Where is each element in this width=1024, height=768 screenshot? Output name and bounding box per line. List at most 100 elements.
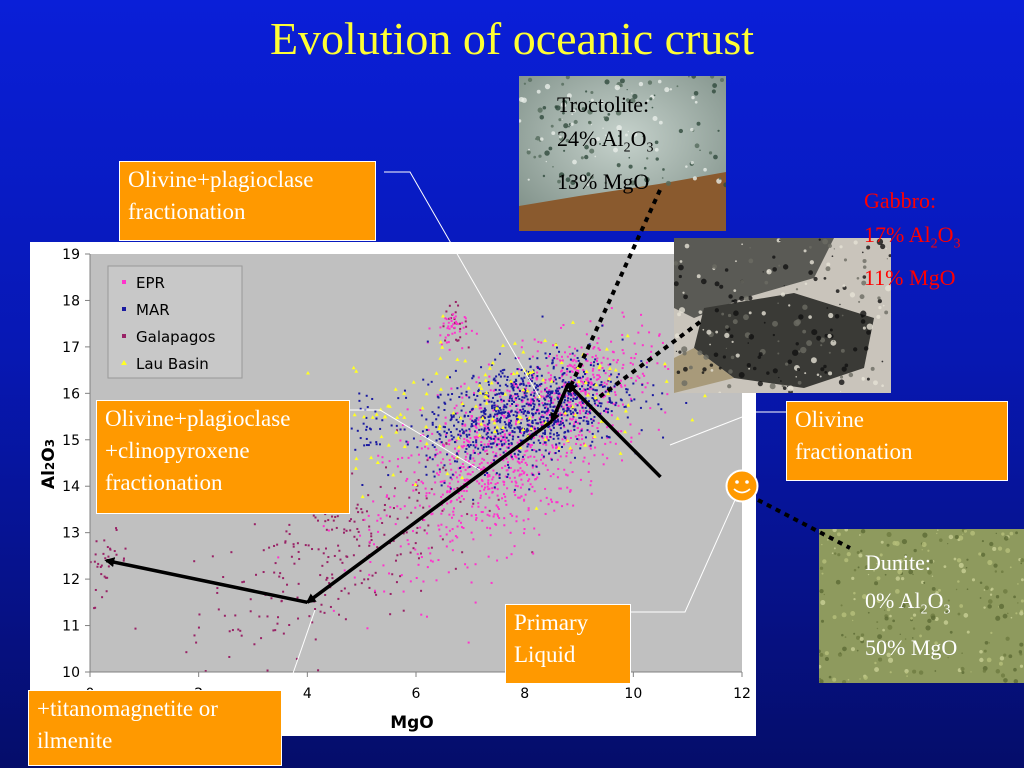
data-point — [496, 417, 499, 420]
data-point — [498, 388, 501, 391]
data-point — [542, 404, 545, 407]
data-point — [558, 359, 561, 362]
data-point — [372, 500, 375, 503]
data-point — [101, 596, 104, 599]
data-point — [456, 487, 459, 490]
data-point — [358, 544, 361, 547]
data-point — [505, 556, 508, 559]
data-point — [369, 561, 372, 564]
data-point — [507, 461, 510, 464]
data-point — [365, 394, 368, 397]
data-point — [526, 401, 529, 404]
data-point — [524, 372, 527, 375]
data-point — [445, 545, 448, 548]
data-point — [195, 641, 198, 644]
data-point — [513, 476, 516, 479]
data-point — [632, 382, 635, 385]
data-point — [480, 366, 483, 369]
data-point — [94, 553, 97, 556]
data-point — [482, 392, 485, 395]
data-point — [522, 440, 525, 443]
data-point — [447, 393, 450, 396]
data-point — [480, 511, 483, 514]
data-point — [622, 352, 625, 355]
data-point — [439, 434, 442, 437]
data-point — [661, 392, 664, 395]
data-point — [467, 346, 470, 349]
data-point — [563, 435, 566, 438]
data-point — [485, 445, 488, 448]
data-point — [537, 409, 540, 412]
data-point — [526, 410, 529, 413]
data-point — [288, 533, 291, 536]
data-point — [508, 390, 511, 393]
data-point — [582, 389, 585, 392]
data-point — [514, 480, 517, 483]
data-point — [264, 593, 267, 596]
data-point — [598, 402, 601, 405]
data-point — [502, 399, 505, 402]
data-point — [445, 341, 448, 344]
data-point — [458, 396, 461, 399]
data-point — [590, 404, 593, 407]
data-point — [410, 511, 413, 514]
data-point — [439, 393, 442, 396]
data-point — [469, 410, 472, 413]
data-point — [105, 590, 108, 593]
data-point — [272, 629, 275, 632]
data-point — [491, 487, 494, 490]
data-point — [475, 444, 478, 447]
data-point — [591, 424, 594, 427]
data-point — [545, 443, 548, 446]
data-point — [480, 415, 485, 420]
data-point — [440, 503, 443, 506]
data-point — [562, 406, 565, 409]
data-point — [389, 506, 392, 509]
legend-marker — [121, 360, 127, 365]
data-point — [567, 408, 570, 411]
data-point — [442, 458, 445, 461]
data-point — [634, 379, 637, 382]
data-point — [516, 460, 519, 463]
data-point — [546, 417, 549, 420]
data-point — [442, 322, 445, 325]
data-point — [451, 528, 454, 531]
data-point — [574, 394, 577, 397]
data-point — [640, 360, 643, 363]
data-point — [571, 471, 574, 474]
data-point — [511, 403, 514, 406]
data-point — [564, 435, 567, 438]
data-point — [556, 357, 559, 360]
data-point — [506, 378, 509, 381]
data-point — [532, 441, 535, 444]
data-point — [547, 355, 550, 358]
data-point — [449, 419, 452, 422]
data-point — [491, 442, 494, 445]
data-point — [604, 372, 607, 375]
data-point — [321, 564, 324, 567]
data-point — [450, 416, 453, 419]
data-point — [211, 555, 214, 558]
data-point — [443, 430, 446, 433]
data-point — [467, 414, 470, 417]
data-point — [417, 453, 420, 456]
data-point — [486, 513, 489, 516]
data-point — [466, 435, 469, 438]
data-point — [562, 424, 565, 427]
dunite-mgo: 50% MgO — [865, 635, 958, 661]
data-point — [474, 446, 477, 449]
data-point — [313, 600, 316, 603]
data-point — [518, 450, 521, 453]
data-point — [566, 368, 569, 371]
data-point — [536, 427, 539, 430]
data-point — [538, 435, 541, 438]
data-point — [503, 421, 506, 424]
data-point — [584, 358, 587, 361]
data-point — [486, 443, 489, 446]
data-point — [559, 360, 564, 365]
data-point — [549, 405, 552, 408]
data-point — [552, 426, 555, 429]
data-point — [512, 435, 515, 438]
data-point — [596, 342, 599, 345]
data-point — [429, 559, 432, 562]
